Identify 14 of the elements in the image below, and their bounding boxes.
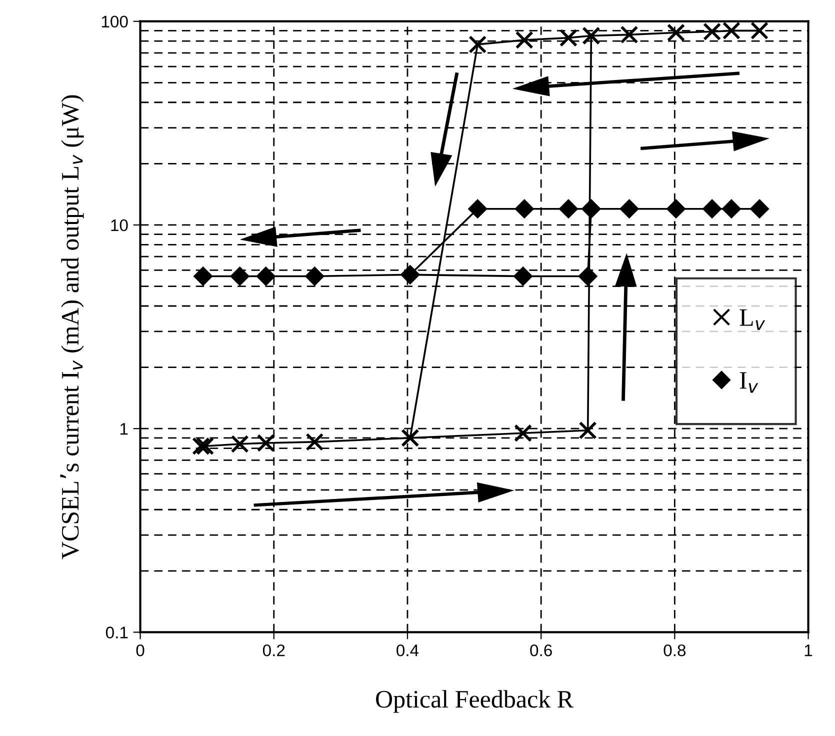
x-tick-label: 0 [136,644,144,656]
y-tick-label: 100 [102,16,128,28]
legend-label: L$_{v}$ [740,309,766,330]
x-axis-title: Optical Feedback R [376,690,574,713]
y-axis-title: VCSEL’s current I$_{v}$ (mA) and output L$_{v}$ (μW) [60,95,84,560]
x-tick-label: 0.4 [396,644,419,656]
y-tick-label: 10 [111,219,128,232]
x-tick-label: 1 [804,644,812,656]
y-tick-label: 0.1 [106,626,128,638]
legend-label: I$_{v}$ [740,372,758,393]
x-tick-label: 0.6 [530,644,552,656]
x-tick-label: 0.8 [664,644,686,656]
y-tick-label: 1 [120,423,128,435]
x-tick-label: 0.2 [262,644,285,656]
